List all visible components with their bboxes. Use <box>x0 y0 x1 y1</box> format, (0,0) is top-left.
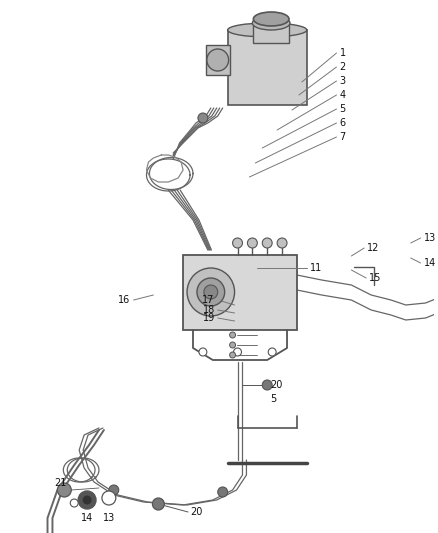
Circle shape <box>262 238 272 248</box>
Circle shape <box>102 491 116 505</box>
Circle shape <box>233 348 241 356</box>
Bar <box>183 255 297 330</box>
Bar <box>228 30 307 105</box>
Text: 21: 21 <box>54 478 67 488</box>
Ellipse shape <box>207 49 229 71</box>
Circle shape <box>57 483 71 497</box>
Text: 4: 4 <box>339 90 346 100</box>
Circle shape <box>197 278 225 306</box>
Text: 20: 20 <box>270 380 283 390</box>
Text: 3: 3 <box>339 76 346 86</box>
Bar <box>206 45 230 75</box>
Ellipse shape <box>253 12 289 26</box>
Circle shape <box>82 495 92 505</box>
Ellipse shape <box>252 16 290 30</box>
Text: 11: 11 <box>310 263 322 273</box>
Text: 17: 17 <box>202 295 215 305</box>
Text: 20: 20 <box>190 507 202 517</box>
Circle shape <box>109 485 119 495</box>
Text: 13: 13 <box>424 233 436 243</box>
Circle shape <box>262 380 272 390</box>
Circle shape <box>233 238 243 248</box>
Circle shape <box>187 268 235 316</box>
Circle shape <box>152 498 164 510</box>
Circle shape <box>218 487 228 497</box>
Circle shape <box>198 113 208 123</box>
Text: 14: 14 <box>81 513 93 523</box>
Circle shape <box>230 342 236 348</box>
Text: 15: 15 <box>369 273 381 283</box>
Circle shape <box>268 348 276 356</box>
Text: 2: 2 <box>339 62 346 72</box>
Text: 5: 5 <box>270 394 276 404</box>
Circle shape <box>230 332 236 338</box>
Text: 1: 1 <box>339 48 346 58</box>
Text: 13: 13 <box>103 513 115 523</box>
Text: 18: 18 <box>202 305 215 315</box>
Text: 19: 19 <box>202 313 215 323</box>
Text: 16: 16 <box>118 295 131 305</box>
Bar <box>253 23 289 43</box>
Circle shape <box>277 238 287 248</box>
Circle shape <box>78 491 96 509</box>
Circle shape <box>199 348 207 356</box>
Circle shape <box>204 285 218 299</box>
Text: 12: 12 <box>367 243 380 253</box>
Text: 7: 7 <box>339 132 346 142</box>
Circle shape <box>230 352 236 358</box>
Text: 5: 5 <box>339 104 346 114</box>
Ellipse shape <box>228 23 307 37</box>
Circle shape <box>247 238 258 248</box>
Text: 6: 6 <box>339 118 346 128</box>
Circle shape <box>70 499 78 507</box>
Text: 14: 14 <box>424 258 436 268</box>
